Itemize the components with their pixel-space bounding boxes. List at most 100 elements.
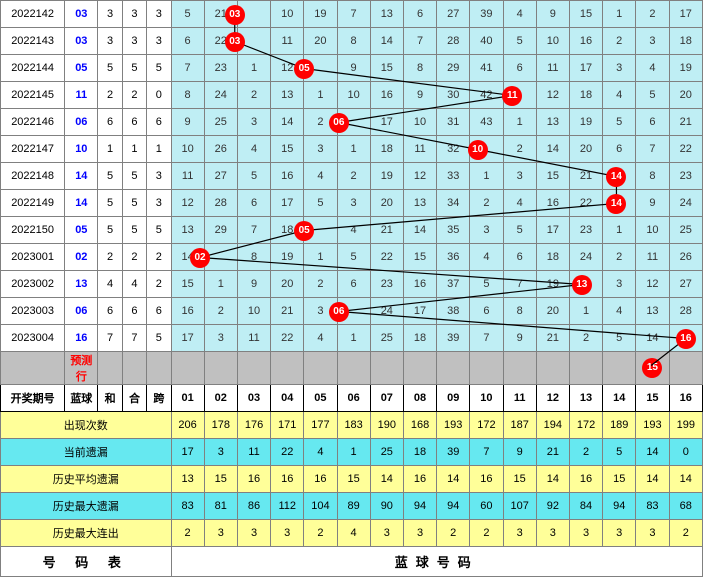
- hdr-grid: 08: [403, 385, 436, 412]
- grid-cell: 21: [569, 163, 602, 190]
- grid-cell: 4: [503, 190, 536, 217]
- grid-cell: 31: [437, 109, 470, 136]
- stat-label: 出现次数: [1, 412, 172, 439]
- stat-cell: 2: [437, 520, 470, 547]
- grid-cell: 15: [536, 163, 569, 190]
- digit-cell: 4: [98, 271, 122, 298]
- forecast-ball: 15: [642, 358, 662, 378]
- data-row: 202300102222148191522153646182421126: [1, 244, 703, 271]
- grid-cell: 41: [470, 55, 503, 82]
- stat-cell: 190: [370, 412, 403, 439]
- grid-cell: 15: [370, 55, 403, 82]
- stat-row: 历史最大连出2333243322333332: [1, 520, 703, 547]
- forecast-cell: [271, 352, 304, 385]
- grid-cell: 9: [403, 82, 436, 109]
- grid-cell: 34: [437, 190, 470, 217]
- digit-cell: 2: [98, 82, 122, 109]
- grid-cell: 23: [569, 217, 602, 244]
- grid-cell: 25: [204, 109, 237, 136]
- grid-cell: 5: [636, 82, 669, 109]
- digit-cell: 6: [147, 109, 171, 136]
- stat-cell: 9: [503, 439, 536, 466]
- stat-cell: 2: [669, 520, 702, 547]
- grid-cell: 16: [536, 190, 569, 217]
- stat-row: 历史最大遗漏8381861121048990949460107928494836…: [1, 493, 703, 520]
- grid-cell: 16: [271, 163, 304, 190]
- grid-cell: 20: [669, 82, 702, 109]
- blue-ball-cell: 06: [65, 109, 98, 136]
- stat-cell: 83: [636, 493, 669, 520]
- hdr-grid: 12: [536, 385, 569, 412]
- stat-cell: 14: [636, 439, 669, 466]
- period-cell: 2023004: [1, 325, 65, 352]
- grid-cell: 36: [437, 244, 470, 271]
- stat-cell: 193: [437, 412, 470, 439]
- grid-cell: [237, 28, 270, 55]
- stat-cell: 4: [337, 520, 370, 547]
- stat-cell: 16: [403, 466, 436, 493]
- grid-cell: 22: [204, 28, 237, 55]
- stat-cell: 3: [503, 520, 536, 547]
- grid-cell: 19: [370, 163, 403, 190]
- stat-cell: 14: [669, 466, 702, 493]
- grid-cell: 27: [204, 163, 237, 190]
- hdr-grid: 14: [603, 385, 636, 412]
- digit-cell: 2: [147, 244, 171, 271]
- grid-cell: 17: [403, 298, 436, 325]
- stat-cell: 16: [470, 466, 503, 493]
- grid-cell: 9: [636, 190, 669, 217]
- forecast-cell: 15: [636, 352, 669, 385]
- grid-cell: 3: [337, 190, 370, 217]
- forecast-cell: [470, 352, 503, 385]
- data-row: 202300306666162102132417386820141328: [1, 298, 703, 325]
- grid-cell: 11: [271, 28, 304, 55]
- hdr-kua: 跨: [147, 385, 171, 412]
- grid-cell: 15: [569, 1, 602, 28]
- grid-cell: 1: [603, 1, 636, 28]
- grid-cell: 17: [370, 109, 403, 136]
- grid-cell: 20: [271, 271, 304, 298]
- grid-cell: 21: [669, 109, 702, 136]
- grid-cell: 10: [636, 217, 669, 244]
- digit-cell: 3: [147, 163, 171, 190]
- grid-cell: 2: [204, 298, 237, 325]
- stat-cell: 25: [370, 439, 403, 466]
- data-row: 202214606666925314217103143113195621: [1, 109, 703, 136]
- grid-cell: 6: [636, 109, 669, 136]
- period-cell: 2022148: [1, 163, 65, 190]
- grid-cell: 15: [403, 244, 436, 271]
- footer-row: 号 码 表蓝球号码: [1, 547, 703, 577]
- stat-cell: 14: [636, 466, 669, 493]
- stat-cell: 171: [271, 412, 304, 439]
- grid-cell: 19: [569, 109, 602, 136]
- digit-cell: 1: [147, 136, 171, 163]
- grid-cell: 14: [636, 325, 669, 352]
- period-cell: 2022142: [1, 1, 65, 28]
- data-row: 202214914553122861753201334241622924: [1, 190, 703, 217]
- stat-cell: 172: [470, 412, 503, 439]
- grid-cell: 35: [437, 217, 470, 244]
- grid-cell: 11: [636, 244, 669, 271]
- grid-cell: 5: [470, 271, 503, 298]
- period-cell: 2022143: [1, 28, 65, 55]
- stat-cell: 193: [636, 412, 669, 439]
- digit-cell: 2: [122, 82, 146, 109]
- grid-cell: 1: [603, 217, 636, 244]
- stat-cell: 15: [503, 466, 536, 493]
- grid-cell: 16: [569, 28, 602, 55]
- grid-cell: 16: [370, 82, 403, 109]
- digit-cell: 1: [98, 136, 122, 163]
- blue-ball-cell: 05: [65, 55, 98, 82]
- stat-row: 当前遗漏173112241251839792125140: [1, 439, 703, 466]
- grid-cell: 10: [536, 28, 569, 55]
- grid-cell: 24: [569, 244, 602, 271]
- grid-cell: [603, 190, 636, 217]
- grid-cell: [569, 271, 602, 298]
- grid-cell: 1: [470, 163, 503, 190]
- hdr-hec: 合: [122, 385, 146, 412]
- stat-cell: 172: [569, 412, 602, 439]
- forecast-cell: [603, 352, 636, 385]
- grid-cell: 12: [403, 163, 436, 190]
- grid-cell: 2: [503, 136, 536, 163]
- grid-cell: 27: [437, 1, 470, 28]
